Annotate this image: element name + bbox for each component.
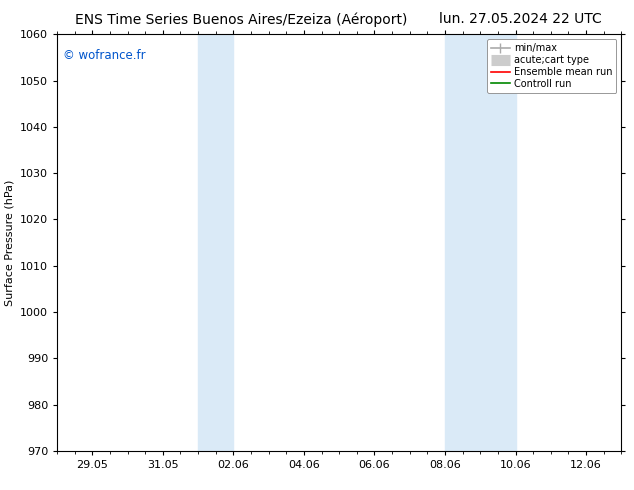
- Text: lun. 27.05.2024 22 UTC: lun. 27.05.2024 22 UTC: [439, 12, 601, 26]
- Bar: [198, 34, 233, 451]
- Y-axis label: Surface Pressure (hPa): Surface Pressure (hPa): [4, 179, 15, 306]
- Text: ENS Time Series Buenos Aires/Ezeiza (Aéroport): ENS Time Series Buenos Aires/Ezeiza (Aér…: [75, 12, 407, 27]
- Bar: [445, 34, 515, 451]
- Text: © wofrance.fr: © wofrance.fr: [63, 49, 145, 62]
- Legend: min/max, acute;cart type, Ensemble mean run, Controll run: min/max, acute;cart type, Ensemble mean …: [487, 39, 616, 93]
